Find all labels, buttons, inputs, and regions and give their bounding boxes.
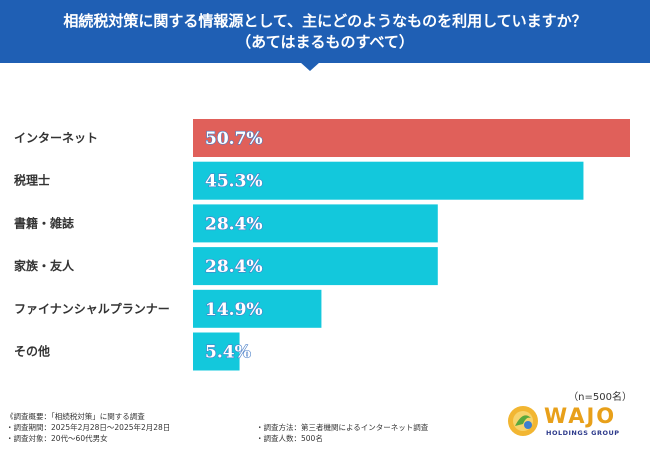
bar: [193, 204, 438, 243]
sample-size-note: （n=500名）: [568, 392, 632, 403]
bar: [193, 161, 584, 200]
wajo-logo-mark-icon: [508, 406, 538, 436]
chart-title-banner: 相続税対策に関する情報源として、主にどのようなものを利用していますか？ （あては…: [0, 0, 650, 63]
category-label: 税理士: [14, 173, 50, 188]
survey-target: ・調査対象：20代～60代男女: [6, 434, 108, 443]
survey-period: ・調査期間：2025年2月28日～2025年2月28日: [6, 423, 171, 432]
category-label: 家族・友人: [14, 258, 75, 273]
bar: [193, 289, 322, 328]
wajo-logo-subtitle: HOLDINGS GROUP: [546, 429, 620, 437]
bar-value-label: 28.4%: [205, 214, 263, 234]
bar: [193, 119, 630, 157]
title-pointer-arrow: [300, 62, 320, 71]
wajo-logo: WAJO HOLDINGS GROUP: [506, 402, 636, 442]
bar: [193, 247, 438, 286]
bar-value-label: 45.3%: [205, 172, 263, 192]
category-label: インターネット: [14, 131, 98, 145]
category-label: ファイナンシャルプランナー: [14, 301, 170, 316]
survey-summary-title: 《調査概要：「相続税対策」に関する調査: [6, 412, 145, 421]
bar-value-label: 50.7%: [205, 129, 263, 149]
survey-method: ・調査方法：第三者機関によるインターネット調査: [256, 423, 429, 432]
bar-value-label: 28.4%: [205, 257, 263, 277]
bar: [193, 332, 240, 371]
survey-count: ・調査人数：500名: [256, 434, 323, 443]
wajo-logo-wordmark: WAJO: [544, 404, 617, 428]
survey-summary: 《調査概要：「相続税対策」に関する調査 ・調査期間：2025年2月28日～202…: [6, 411, 486, 444]
category-label: 書籍・雑誌: [14, 215, 74, 230]
bar-chart: インターネット 50.7% 税理士 45.3% 書籍・雑誌 28.4% 家族・友人 28.4%…: [14, 119, 630, 371]
chart-title-line2: （あてはまるものすべて）: [236, 32, 414, 51]
category-label: その他: [14, 344, 50, 359]
bar-value-label: 14.9%: [205, 300, 263, 320]
bar-value-label: 5.4%: [205, 343, 251, 363]
chart-title-line1: 相続税対策に関する情報源として、主にどのようなものを利用していますか？: [63, 11, 587, 30]
